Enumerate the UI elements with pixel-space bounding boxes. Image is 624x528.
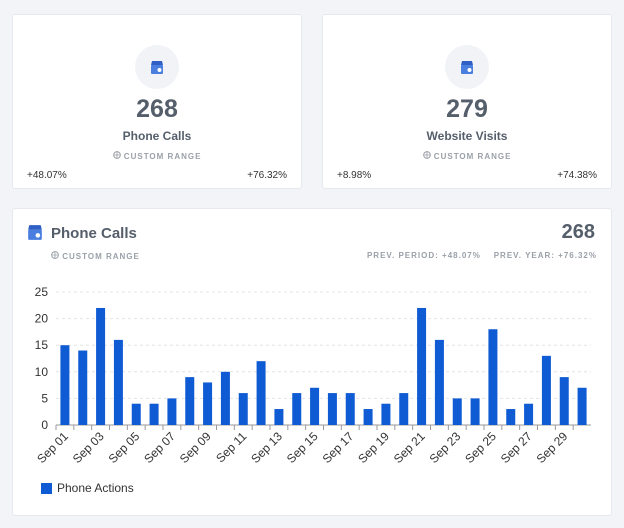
bar [381, 403, 391, 425]
y-tick-label: 5 [41, 391, 48, 405]
metric-label: Phone Calls [122, 129, 192, 143]
x-tick-label: Sep 13 [248, 429, 285, 466]
date-range: CUSTOM RANGE [51, 251, 140, 261]
x-tick-label: Sep 11 [213, 429, 249, 465]
bar [310, 387, 320, 425]
bar [363, 409, 373, 425]
bar [131, 403, 141, 425]
x-tick-label: Sep 19 [355, 429, 392, 466]
bar [417, 307, 427, 425]
bar [167, 398, 177, 425]
globe-icon [113, 151, 121, 159]
x-tick-label: Sep 25 [462, 429, 499, 466]
bar [488, 329, 498, 425]
y-tick-label: 15 [35, 338, 49, 352]
legend-swatch [41, 482, 52, 494]
metric-label: Website Visits [426, 129, 508, 143]
prev-year-change: +76.32% [247, 170, 287, 181]
date-range: CUSTOM RANGE [323, 151, 611, 161]
bar [185, 377, 195, 425]
y-tick-label: 25 [35, 285, 49, 299]
bar [292, 393, 302, 425]
chart-panel: Phone Calls CUSTOM RANGE 268 PREV. PERIO… [12, 208, 612, 516]
chart-title: Phone Calls [51, 225, 137, 242]
bar [577, 387, 587, 425]
prev-period: PREV. PERIOD: +48.07% [366, 251, 481, 260]
bar [470, 398, 480, 425]
prev-period-change: +48.07% [27, 170, 67, 181]
bar [452, 398, 462, 425]
bar [203, 382, 213, 425]
bar [327, 393, 337, 425]
x-tick-label: Sep 17 [320, 429, 357, 466]
legend[interactable]: Phone Actions [41, 481, 134, 495]
bar [399, 393, 409, 425]
bar [506, 409, 516, 425]
chart-total: 268 [561, 221, 595, 243]
legend-label: Phone Actions [57, 481, 134, 495]
x-tick-label: Sep 29 [534, 429, 571, 466]
x-tick-label: Sep 27 [498, 429, 535, 466]
metric-value: 279 [446, 95, 488, 123]
y-tick-label: 10 [35, 365, 49, 379]
prev-period-change: +8.98% [337, 170, 372, 181]
date-range: CUSTOM RANGE [13, 151, 301, 161]
bar [274, 409, 284, 425]
bar [559, 377, 569, 425]
x-tick-label: Sep 15 [284, 429, 321, 466]
x-tick-label: Sep 21 [391, 429, 428, 466]
bar [524, 403, 534, 425]
bar [113, 339, 123, 425]
globe-icon [423, 151, 431, 159]
bar [78, 350, 88, 425]
bar [220, 371, 230, 425]
x-tick-label: Sep 01 [34, 429, 71, 466]
chart-prev-values: PREV. PERIOD: +48.07% PREV. YEAR: +76.32… [367, 251, 597, 260]
bar [256, 361, 266, 425]
x-tick-label: Sep 07 [141, 429, 178, 466]
metric-card-website-visits[interactable]: 279 Website Visits CUSTOM RANGE +8.98% +… [322, 14, 612, 189]
bar [345, 393, 355, 425]
bar [434, 339, 444, 425]
y-tick-label: 20 [35, 312, 49, 326]
x-tick-label: Sep 03 [70, 429, 107, 466]
bar [96, 307, 106, 425]
store-icon [445, 45, 489, 89]
prev-year-change: +74.38% [557, 170, 597, 181]
x-tick-label: Sep 23 [427, 429, 464, 466]
metric-value: 268 [136, 95, 178, 123]
bar [541, 355, 551, 425]
metric-card-phone-calls[interactable]: 268 Phone Calls CUSTOM RANGE +48.07% +76… [12, 14, 302, 189]
store-icon [135, 45, 179, 89]
y-tick-label: 0 [41, 418, 48, 432]
bar [238, 393, 248, 425]
bar [60, 345, 70, 425]
x-tick-label: Sep 05 [106, 429, 143, 466]
x-tick-label: Sep 09 [177, 429, 214, 466]
prev-year: PREV. YEAR: +76.32% [493, 251, 597, 260]
bar [149, 403, 159, 425]
